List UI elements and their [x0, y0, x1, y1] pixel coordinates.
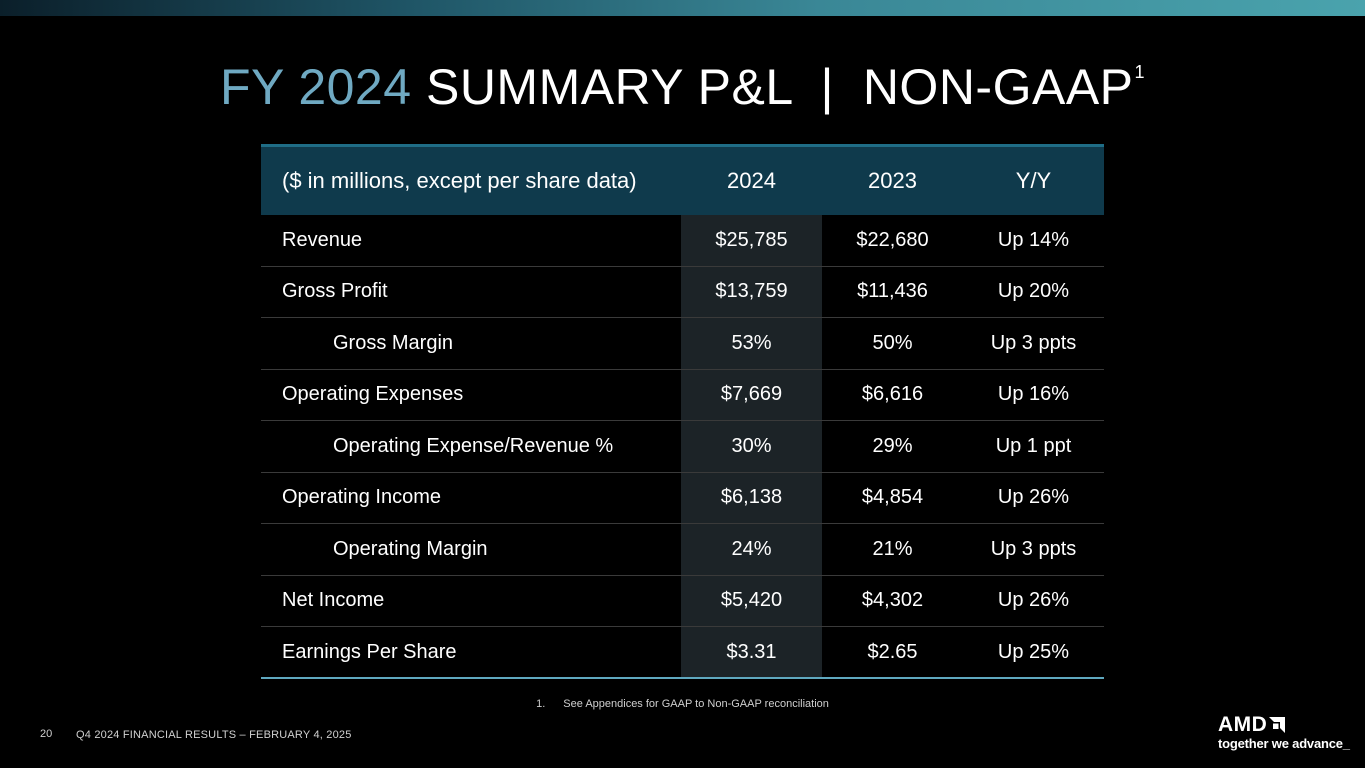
cell-yy: Up 3 ppts — [963, 317, 1104, 370]
cell-2023: $6,616 — [822, 369, 963, 421]
cell-yy: Up 1 ppt — [963, 420, 1104, 473]
cell-2023: $22,680 — [822, 214, 963, 267]
cell-2023: $4,302 — [822, 575, 963, 627]
table-row: Gross Profit $13,759 $11,436 Up 20% — [261, 266, 1104, 318]
title-year: FY 2024 — [219, 59, 412, 115]
logo-tagline: together we advance_ — [1218, 736, 1350, 751]
cell-2023: 50% — [822, 317, 963, 370]
table-row: Operating Income $6,138 $4,854 Up 26% — [261, 472, 1104, 524]
row-label: Revenue — [261, 214, 681, 267]
header-2023: 2023 — [822, 144, 963, 215]
cell-2024: $5,420 — [681, 575, 822, 627]
footnote-number: 1. — [536, 698, 546, 710]
cell-yy: Up 26% — [963, 472, 1104, 524]
row-label: Earnings Per Share — [261, 626, 681, 679]
table-row: Operating Expenses $7,669 $6,616 Up 16% — [261, 369, 1104, 421]
cell-2023: $2.65 — [822, 626, 963, 679]
cell-2023: 21% — [822, 523, 963, 576]
row-label: Operating Expense/Revenue % — [261, 420, 681, 473]
cell-yy: Up 26% — [963, 575, 1104, 627]
cell-2023: $4,854 — [822, 472, 963, 524]
header-2024: 2024 — [681, 144, 822, 215]
logo-wordmark: AMD — [1218, 713, 1268, 736]
cell-yy: Up 14% — [963, 214, 1104, 267]
table-row: Earnings Per Share $3.31 $2.65 Up 25% — [261, 626, 1104, 679]
cell-2023: 29% — [822, 420, 963, 473]
header-yy: Y/Y — [963, 144, 1104, 215]
footer-text: Q4 2024 FINANCIAL RESULTS – FEBRUARY 4, … — [76, 729, 352, 741]
table-row: Operating Margin 24% 21% Up 3 ppts — [261, 523, 1104, 576]
cell-2023: $11,436 — [822, 266, 963, 318]
cell-yy: Up 3 ppts — [963, 523, 1104, 576]
row-label: Operating Income — [261, 472, 681, 524]
cell-2024: 53% — [681, 317, 822, 370]
page-number: 20 — [40, 728, 53, 740]
cell-2024: $25,785 — [681, 214, 822, 267]
cell-2024: 30% — [681, 420, 822, 473]
summary-pl-table: ($ in millions, except per share data) 2… — [261, 144, 1104, 679]
row-label: Operating Expenses — [261, 369, 681, 421]
amd-arrow-icon — [1269, 717, 1286, 733]
row-label: Gross Profit — [261, 266, 681, 318]
table-header-row: ($ in millions, except per share data) 2… — [261, 144, 1104, 215]
title-footnote-marker: 1 — [1134, 62, 1146, 82]
top-gradient-bar — [0, 0, 1365, 16]
footnote-text: See Appendices for GAAP to Non-GAAP reco… — [563, 698, 829, 710]
cell-2024: $3.31 — [681, 626, 822, 679]
cell-yy: Up 25% — [963, 626, 1104, 679]
header-label: ($ in millions, except per share data) — [261, 144, 681, 215]
cell-2024: $13,759 — [681, 266, 822, 318]
table-row: Operating Expense/Revenue % 30% 29% Up 1… — [261, 420, 1104, 473]
footnote: 1. See Appendices for GAAP to Non-GAAP re… — [0, 698, 1365, 710]
row-label: Net Income — [261, 575, 681, 627]
row-label: Gross Margin — [261, 317, 681, 370]
title-main: SUMMARY P&L | NON-GAAP — [425, 59, 1134, 115]
table-row: Gross Margin 53% 50% Up 3 ppts — [261, 317, 1104, 370]
cell-yy: Up 16% — [963, 369, 1104, 421]
row-label: Operating Margin — [261, 523, 681, 576]
table-row: Revenue $25,785 $22,680 Up 14% — [261, 214, 1104, 267]
cell-2024: $6,138 — [681, 472, 822, 524]
cell-2024: 24% — [681, 523, 822, 576]
table-row: Net Income $5,420 $4,302 Up 26% — [261, 575, 1104, 627]
amd-logo: AMD together we advance_ — [1218, 714, 1358, 754]
cell-yy: Up 20% — [963, 266, 1104, 318]
cell-2024: $7,669 — [681, 369, 822, 421]
slide-title: FY 2024 SUMMARY P&L | NON-GAAP1 — [0, 58, 1365, 116]
